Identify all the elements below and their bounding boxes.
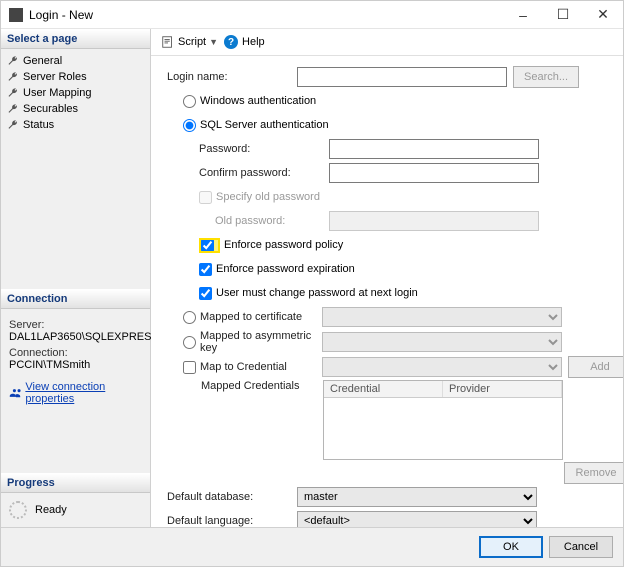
specify-old-checkbox bbox=[199, 191, 212, 204]
window-title: Login - New bbox=[29, 8, 503, 22]
mapped-asym-label: Mapped to asymmetric key bbox=[200, 330, 322, 354]
wrench-icon bbox=[7, 55, 19, 67]
view-conn-props-link[interactable]: View connection properties bbox=[25, 381, 142, 405]
default-lang-combo[interactable]: <default> bbox=[297, 511, 537, 527]
ok-button[interactable]: OK bbox=[479, 536, 543, 558]
mapped-cert-radio[interactable] bbox=[183, 311, 196, 324]
password-input[interactable] bbox=[329, 139, 539, 159]
nav-label: Securables bbox=[23, 103, 78, 115]
search-button[interactable]: Search... bbox=[513, 66, 579, 88]
mapped-cert-label: Mapped to certificate bbox=[200, 311, 322, 323]
nav-label: General bbox=[23, 55, 62, 67]
script-icon bbox=[161, 35, 175, 49]
nav-label: Status bbox=[23, 119, 54, 131]
must-change-label: User must change password at next login bbox=[216, 287, 418, 299]
progress-body: Ready bbox=[1, 493, 150, 527]
maximize-button[interactable]: ☐ bbox=[543, 1, 583, 29]
login-name-label: Login name: bbox=[167, 71, 297, 83]
server-value: DAL1LAP3650\SQLEXPRESS bbox=[9, 331, 142, 343]
nav-label: Server Roles bbox=[23, 71, 87, 83]
form-area: Login name: Search... Windows authentica… bbox=[151, 56, 623, 527]
remove-button[interactable]: Remove bbox=[564, 462, 623, 484]
help-label: Help bbox=[242, 36, 265, 48]
script-button[interactable]: Script ▼ bbox=[161, 35, 218, 49]
connection-body: Server: DAL1LAP3650\SQLEXPRESS Connectio… bbox=[1, 309, 150, 473]
map-credential-label: Map to Credential bbox=[200, 361, 322, 373]
spinner-icon bbox=[9, 501, 27, 519]
dialog-footer: OK Cancel bbox=[1, 527, 623, 566]
add-button[interactable]: Add bbox=[568, 356, 623, 378]
main-panel: Script ▼ ? Help Login name: Search... Wi… bbox=[151, 29, 623, 527]
confirm-password-label: Confirm password: bbox=[199, 167, 329, 179]
mapped-asym-radio[interactable] bbox=[183, 336, 196, 349]
mapped-credentials-label: Mapped Credentials bbox=[201, 380, 323, 392]
progress-text: Ready bbox=[35, 504, 67, 516]
titlebar: Login - New – ☐ ✕ bbox=[1, 1, 623, 29]
windows-auth-label: Windows authentication bbox=[200, 95, 316, 107]
mapped-asym-combo bbox=[322, 332, 562, 352]
progress-header: Progress bbox=[1, 473, 150, 493]
close-button[interactable]: ✕ bbox=[583, 1, 623, 29]
nav-label: User Mapping bbox=[23, 87, 91, 99]
enforce-expiration-checkbox[interactable] bbox=[199, 263, 212, 276]
chevron-down-icon: ▼ bbox=[209, 37, 218, 47]
map-credential-combo bbox=[322, 357, 562, 377]
enforce-policy-highlight bbox=[199, 238, 220, 253]
specify-old-label: Specify old password bbox=[216, 191, 346, 203]
credentials-table: Credential Provider bbox=[323, 380, 563, 460]
help-button[interactable]: ? Help bbox=[224, 35, 265, 49]
wrench-icon bbox=[7, 87, 19, 99]
sql-auth-radio[interactable] bbox=[183, 119, 196, 132]
connection-label: Connection: bbox=[9, 347, 142, 359]
sidebar: Select a page General Server Roles User … bbox=[1, 29, 151, 527]
old-password-input bbox=[329, 211, 539, 231]
connection-value: PCCIN\TMSmith bbox=[9, 359, 142, 371]
default-db-combo[interactable]: master bbox=[297, 487, 537, 507]
app-icon bbox=[9, 8, 23, 22]
old-password-label: Old password: bbox=[199, 215, 329, 227]
enforce-expiration-label: Enforce password expiration bbox=[216, 263, 355, 275]
nav-securables[interactable]: Securables bbox=[1, 101, 150, 117]
enforce-policy-label: Enforce password policy bbox=[224, 239, 343, 251]
help-icon: ? bbox=[224, 35, 238, 49]
wrench-icon bbox=[7, 103, 19, 115]
minimize-button[interactable]: – bbox=[503, 1, 543, 29]
nav-general[interactable]: General bbox=[1, 53, 150, 69]
script-label: Script bbox=[178, 36, 206, 48]
wrench-icon bbox=[7, 119, 19, 131]
confirm-password-input[interactable] bbox=[329, 163, 539, 183]
map-credential-checkbox[interactable] bbox=[183, 361, 196, 374]
nav-server-roles[interactable]: Server Roles bbox=[1, 69, 150, 85]
windows-auth-radio[interactable] bbox=[183, 95, 196, 108]
nav-user-mapping[interactable]: User Mapping bbox=[1, 85, 150, 101]
enforce-policy-checkbox[interactable] bbox=[201, 239, 214, 252]
wrench-icon bbox=[7, 71, 19, 83]
server-label: Server: bbox=[9, 319, 142, 331]
password-label: Password: bbox=[199, 143, 329, 155]
connection-header: Connection bbox=[1, 289, 150, 309]
default-lang-label: Default language: bbox=[167, 515, 297, 527]
cred-col-credential: Credential bbox=[324, 381, 443, 397]
mapped-cert-combo bbox=[322, 307, 562, 327]
people-icon bbox=[9, 386, 21, 400]
select-page-header: Select a page bbox=[1, 29, 150, 49]
cred-col-provider: Provider bbox=[443, 381, 562, 397]
cancel-button[interactable]: Cancel bbox=[549, 536, 613, 558]
sql-auth-label: SQL Server authentication bbox=[200, 119, 329, 131]
must-change-checkbox[interactable] bbox=[199, 287, 212, 300]
nav-status[interactable]: Status bbox=[1, 117, 150, 133]
login-name-input[interactable] bbox=[297, 67, 507, 87]
default-db-label: Default database: bbox=[167, 491, 297, 503]
toolbar: Script ▼ ? Help bbox=[151, 29, 623, 56]
